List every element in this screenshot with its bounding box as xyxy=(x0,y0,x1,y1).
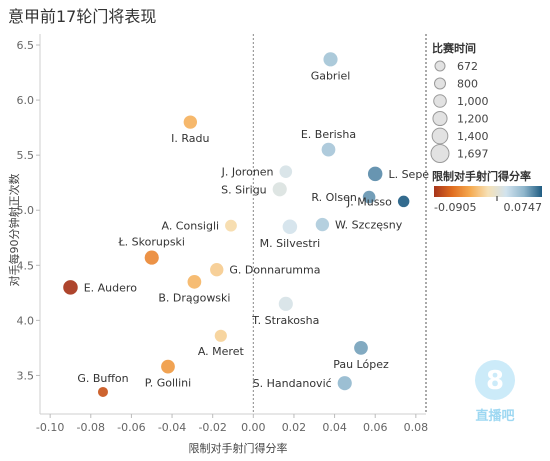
data-point xyxy=(362,190,376,204)
point-label: A. Meret xyxy=(198,345,245,358)
color-legend-title: 限制对手射门得分率 xyxy=(432,169,531,183)
point-label: E. Audero xyxy=(84,281,137,294)
point-label: J. Joronen xyxy=(221,166,274,179)
point-label: M. Silvestri xyxy=(260,237,320,250)
watermark-digit: 8 xyxy=(486,366,504,396)
point-label: B. Drągowski xyxy=(158,292,230,305)
x-tick-label: 0.06 xyxy=(363,421,388,434)
data-point xyxy=(225,219,237,232)
chart-title: 意甲前17轮门将表现 xyxy=(8,7,156,26)
size-legend-label: 1,000 xyxy=(457,95,489,108)
data-point xyxy=(63,280,78,295)
data-point xyxy=(161,359,175,374)
data-point xyxy=(397,195,410,208)
data-point xyxy=(187,274,202,289)
data-point xyxy=(210,263,224,277)
y-tick-label: 5.5 xyxy=(17,149,35,162)
x-tick-label: -0.10 xyxy=(36,421,64,434)
y-axis: 3.5 4.0 4.5 5.0 5.5 6.0 6.5 xyxy=(17,39,40,382)
point-label: G. Buffon xyxy=(77,372,128,385)
x-tick-label: 0.08 xyxy=(404,421,429,434)
color-legend: 限制对手射门得分率 -0.0905 0.0747 xyxy=(432,169,542,214)
plot-area xyxy=(39,34,427,415)
data-point xyxy=(354,341,368,355)
size-legend-label: 672 xyxy=(457,60,478,73)
x-axis-label: 限制对手射门得分率 xyxy=(189,441,288,455)
point-label: A. Consigli xyxy=(161,220,219,233)
data-point xyxy=(321,142,336,157)
point-label: G. Donnarumma xyxy=(229,264,320,277)
point-label: Gabriel xyxy=(311,69,351,82)
data-point xyxy=(214,329,227,342)
data-point xyxy=(282,219,298,235)
point-label: I. Radu xyxy=(171,132,209,145)
data-point xyxy=(279,165,293,178)
y-tick-label: 4.0 xyxy=(17,314,35,327)
size-legend-label: 800 xyxy=(457,78,478,91)
data-point xyxy=(144,250,159,265)
size-legend-circle xyxy=(431,127,449,145)
size-legend-label: 1,200 xyxy=(457,113,489,126)
data-points: Gabriel I. Radu E. Berisha J. Joronen L. Sep… xyxy=(63,52,429,397)
point-label: S. Handanović xyxy=(253,377,332,390)
x-tick-label: -0.08 xyxy=(77,421,105,434)
data-point xyxy=(278,296,293,311)
point-label: E. Berisha xyxy=(301,128,356,141)
data-point xyxy=(337,376,352,391)
color-legend-bar xyxy=(434,186,542,197)
y-tick-label: 3.5 xyxy=(17,369,35,382)
point-label: Pau López xyxy=(333,358,389,371)
data-point xyxy=(183,115,198,129)
point-label: S. Sirigu xyxy=(221,183,267,196)
data-point xyxy=(97,386,108,397)
watermark-circle xyxy=(475,360,515,400)
point-label: J. Musso xyxy=(346,195,392,208)
point-label: P. Gollini xyxy=(145,377,191,390)
x-axis: -0.10 -0.08 -0.06 -0.04 -0.02 0.00 0.02 0.04 0.0… xyxy=(36,414,428,434)
size-legend-circle xyxy=(430,144,450,163)
data-point xyxy=(323,52,338,67)
point-label: R. Olsen xyxy=(311,191,356,204)
y-axis-label: 对手每90分钟射正次数 xyxy=(7,174,21,287)
size-legend-circle xyxy=(434,60,446,72)
y-tick-label: 4.5 xyxy=(17,259,35,272)
point-label: T. Strakosha xyxy=(251,314,319,327)
x-tick-label: -0.06 xyxy=(117,421,145,434)
point-label: W. Szczęsny xyxy=(335,219,403,232)
data-point xyxy=(272,182,287,197)
y-tick-label: 5.0 xyxy=(17,204,35,217)
x-tick-label: -0.04 xyxy=(158,421,186,434)
watermark-logo: 8 直播吧 xyxy=(475,360,515,424)
size-legend-circle xyxy=(434,77,446,90)
size-legend-label: 1,697 xyxy=(457,148,489,161)
x-tick-label: 0.00 xyxy=(241,421,266,434)
size-legend-title: 比赛时间 xyxy=(432,41,476,55)
x-tick-label: -0.02 xyxy=(198,421,226,434)
x-tick-label: 0.02 xyxy=(282,421,307,434)
data-point xyxy=(315,217,330,232)
x-tick-label: 0.04 xyxy=(322,421,347,434)
size-legend: 比赛时间 672 800 1,000 1,200 1,400 1,697 xyxy=(430,41,489,163)
point-label: Ł. Skorupski xyxy=(117,236,185,249)
point-label: L. Sepe xyxy=(388,168,429,181)
size-legend-circle xyxy=(432,110,448,127)
color-legend-min: -0.0905 xyxy=(434,201,476,214)
watermark-text: 直播吧 xyxy=(475,408,514,424)
y-tick-label: 6.0 xyxy=(17,94,35,107)
size-legend-label: 1,400 xyxy=(457,130,489,143)
y-tick-label: 6.5 xyxy=(17,39,35,52)
color-legend-max: 0.0747 xyxy=(504,201,543,214)
size-legend-circle xyxy=(433,94,447,108)
data-point xyxy=(367,166,383,182)
